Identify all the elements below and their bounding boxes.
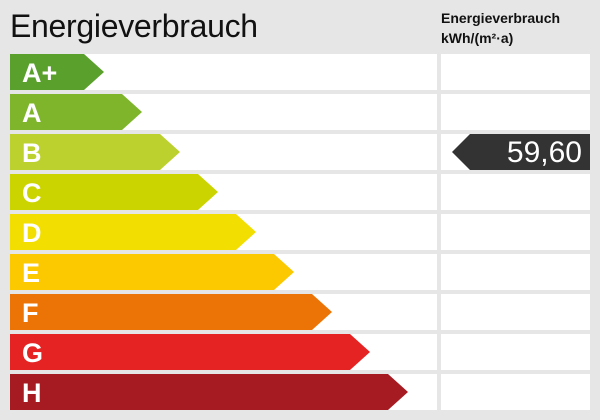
value-indicator: 59,60 [452, 134, 590, 170]
class-arrow-g: G [10, 334, 370, 370]
value-cell [441, 214, 590, 250]
value-cell [441, 374, 590, 410]
class-label: A [22, 98, 42, 128]
unit-header-line1: Energieverbrauch [441, 10, 561, 26]
class-arrow-e: E [10, 254, 294, 290]
value-cell [441, 94, 590, 130]
class-label: D [22, 218, 42, 248]
class-arrow-h: H [10, 374, 408, 410]
class-label: A+ [22, 58, 58, 88]
value-cell [441, 254, 590, 290]
value-cell [441, 334, 590, 370]
class-arrow-c: C [10, 174, 218, 210]
class-label: G [22, 338, 44, 368]
class-arrow-d: D [10, 214, 256, 250]
class-label: C [22, 178, 42, 208]
class-arrow-a: A [10, 94, 142, 130]
value-cell [441, 174, 590, 210]
unit-header: Energieverbrauch kWh/(m²·a) [441, 8, 560, 48]
value-indicator-label: 59,60 [506, 136, 582, 169]
class-label: F [22, 298, 39, 328]
value-cell [441, 54, 590, 90]
class-arrow-a-plus: A+ [10, 54, 104, 90]
unit-header-line2: kWh/(m²·a) [441, 30, 514, 46]
value-cell [441, 294, 590, 330]
class-arrow-b: B [10, 134, 180, 170]
class-label: H [22, 378, 42, 408]
class-label: B [22, 138, 42, 168]
class-label: E [22, 258, 41, 288]
page-title: Energieverbrauch [10, 8, 258, 44]
class-arrow-f: F [10, 294, 332, 330]
